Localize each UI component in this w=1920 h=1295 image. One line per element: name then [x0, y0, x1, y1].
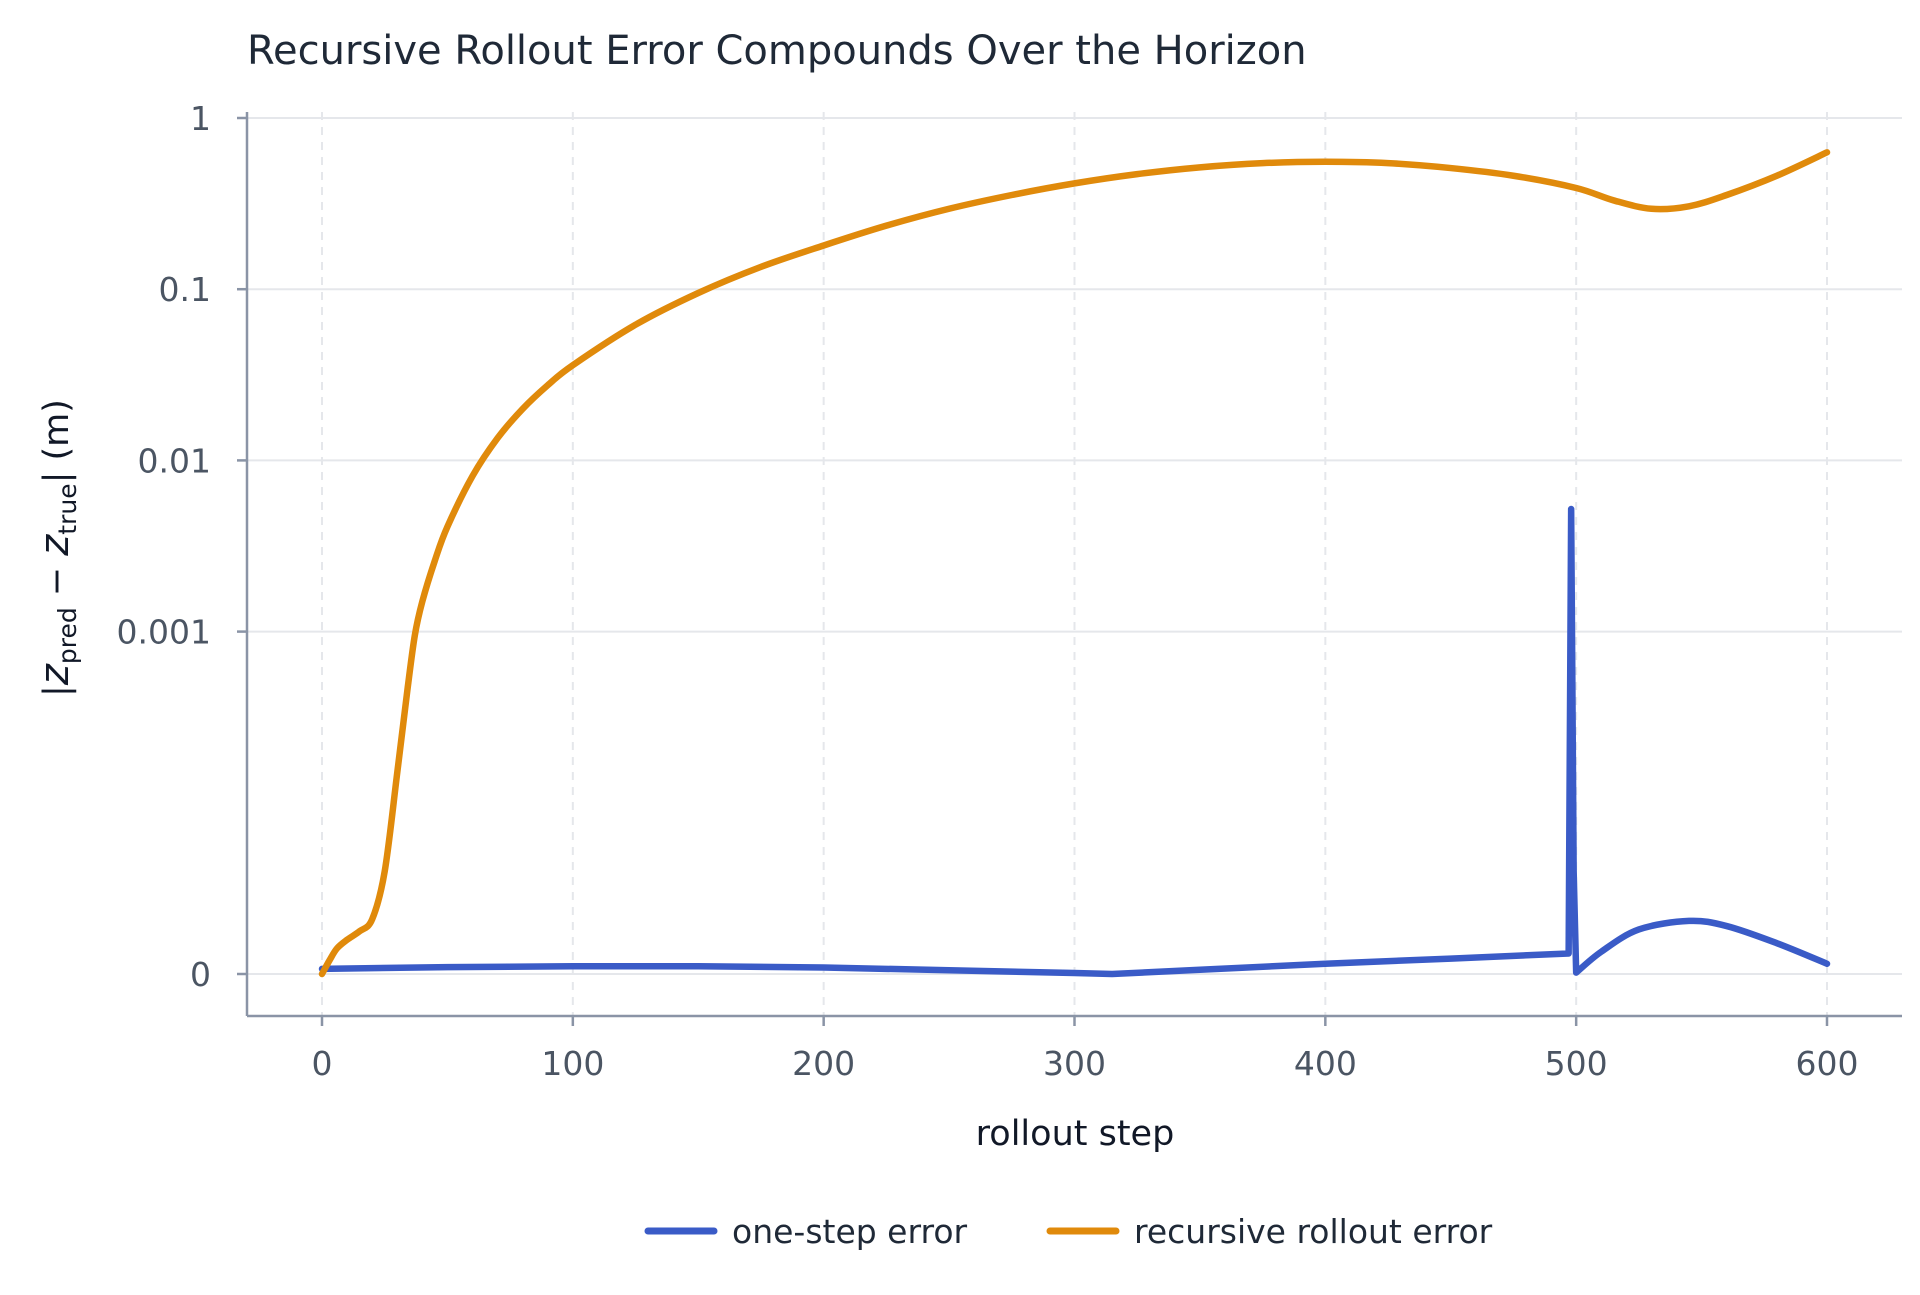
- y-tick-label: 0.001: [117, 613, 211, 652]
- chart-title: Recursive Rollout Error Compounds Over t…: [247, 28, 1307, 74]
- y-axis-label: |zpred − ztrue| (m): [32, 399, 82, 697]
- y-ticks: 0 0.001 0.01 0.1 1: [117, 99, 247, 994]
- y-axis-label-z1: z: [32, 663, 78, 686]
- legend-label: one-step error: [732, 1212, 968, 1251]
- y-tick-label: 0: [190, 955, 211, 994]
- y-tick-label: 0.01: [138, 441, 211, 480]
- y-axis-label-sub1: pred: [53, 607, 82, 664]
- x-tick-label: 500: [1545, 1044, 1608, 1083]
- y-axis-label-minus: −: [37, 556, 77, 608]
- x-ticks: 0 100 200 300 400 500 600: [312, 1016, 1859, 1083]
- x-tick-label: 300: [1043, 1044, 1106, 1083]
- legend-label: recursive rollout error: [1134, 1212, 1493, 1251]
- x-tick-label: 600: [1796, 1044, 1859, 1083]
- y-axis-label-sub2: true: [53, 483, 82, 534]
- x-tick-label: 0: [312, 1044, 333, 1083]
- legend: one-step error recursive rollout error: [644, 1212, 1493, 1251]
- series-line-recursive-rollout-error: [318, 149, 1831, 978]
- y-axis-label-close: | (m): [37, 399, 77, 483]
- x-axis-label: rollout step: [976, 1114, 1175, 1154]
- x-tick-label: 200: [792, 1044, 855, 1083]
- series: [318, 149, 1831, 978]
- y-axis-label-open: |: [37, 685, 77, 697]
- y-axis-label-z2: z: [32, 534, 78, 557]
- x-tick-label: 400: [1294, 1044, 1357, 1083]
- series-line-one-step-error: [318, 505, 1831, 978]
- y-tick-label: 1: [190, 99, 211, 138]
- x-tick-label: 100: [541, 1044, 604, 1083]
- y-tick-label: 0.1: [159, 270, 211, 309]
- grid: [247, 112, 1902, 1016]
